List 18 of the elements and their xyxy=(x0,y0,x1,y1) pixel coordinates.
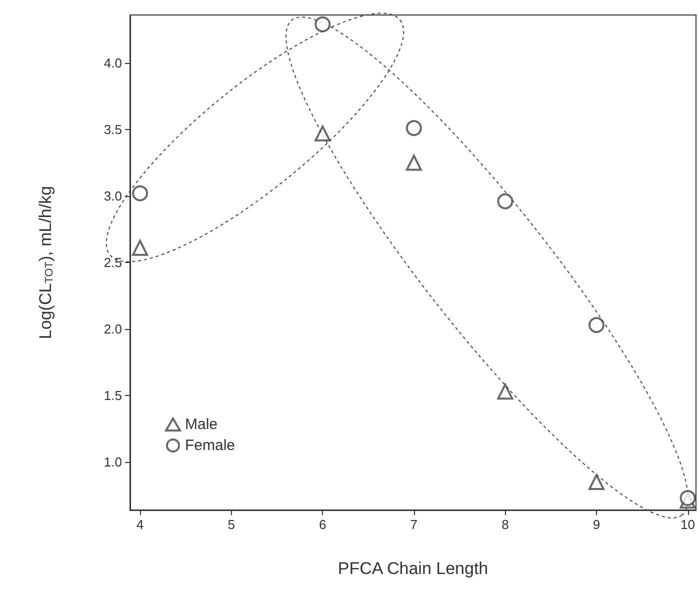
y-axis-title: Log(CLTOT), mL/h/kg xyxy=(36,186,56,340)
x-tick-label: 9 xyxy=(592,517,600,532)
x-axis-title: PFCA Chain Length xyxy=(338,559,488,578)
x-tick-label: 7 xyxy=(410,517,418,532)
y-tick-label: 2.0 xyxy=(104,322,122,337)
x-tick-label: 4 xyxy=(136,517,144,532)
x-tick-label: 5 xyxy=(228,517,235,532)
x-tick-label: 10 xyxy=(680,517,696,532)
legend-label: Male xyxy=(185,416,218,433)
y-tick-label: 2.5 xyxy=(104,255,122,270)
y-tick-label: 1.0 xyxy=(104,454,122,470)
x-tick-label: 8 xyxy=(502,517,509,532)
x-tick-label: 6 xyxy=(319,517,326,532)
y-tick-label: 4.0 xyxy=(104,55,122,70)
legend-label: Female xyxy=(185,437,236,454)
y-tick-label: 3.5 xyxy=(104,122,122,137)
y-tick-label: 1.5 xyxy=(104,388,122,404)
y-tick-label: 3.0 xyxy=(104,188,122,204)
